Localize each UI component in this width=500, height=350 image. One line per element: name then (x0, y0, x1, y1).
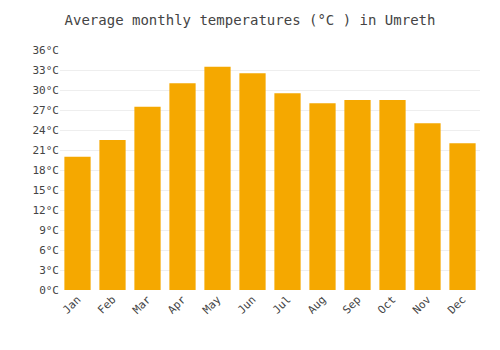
svg-text:36°C: 36°C (33, 44, 60, 57)
svg-text:33°C: 33°C (33, 64, 60, 77)
svg-text:27°C: 27°C (33, 104, 60, 117)
svg-text:12°C: 12°C (33, 204, 60, 217)
svg-text:Feb: Feb (95, 293, 118, 316)
svg-text:Average monthly temperatures (: Average monthly temperatures (°C ) in Um… (65, 12, 436, 28)
svg-text:9°C: 9°C (39, 224, 59, 237)
svg-text:24°C: 24°C (33, 124, 60, 137)
svg-text:Jan: Jan (60, 293, 83, 316)
svg-text:6°C: 6°C (39, 244, 59, 257)
svg-text:Sep: Sep (340, 293, 363, 316)
svg-text:Mar: Mar (130, 293, 154, 317)
svg-text:15°C: 15°C (33, 184, 60, 197)
svg-text:Jul: Jul (270, 293, 293, 316)
svg-text:Dec: Dec (445, 293, 468, 316)
svg-text:Aug: Aug (305, 293, 328, 316)
svg-text:18°C: 18°C (33, 164, 60, 177)
svg-text:Jun: Jun (235, 293, 258, 316)
svg-text:21°C: 21°C (33, 144, 60, 157)
svg-text:0°C: 0°C (39, 284, 59, 297)
svg-text:May: May (200, 293, 224, 317)
svg-text:3°C: 3°C (39, 264, 59, 277)
svg-text:Apr: Apr (165, 293, 189, 317)
svg-text:Oct: Oct (375, 293, 398, 316)
svg-text:Nov: Nov (410, 293, 434, 317)
svg-text:30°C: 30°C (33, 84, 60, 97)
